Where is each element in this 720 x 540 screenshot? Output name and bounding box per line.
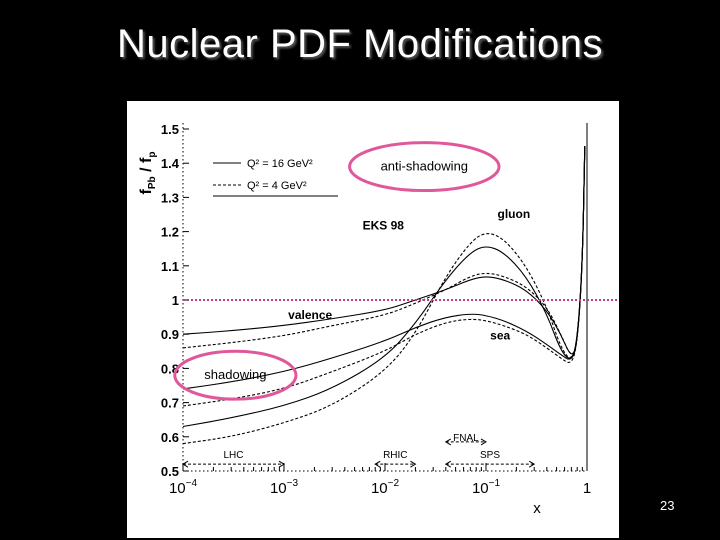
- curve-label-sea: sea: [490, 328, 510, 342]
- x-tick-base: 10: [169, 480, 186, 497]
- y-tick-label: 0.9: [161, 327, 179, 342]
- y-tick-label: 1.2: [161, 225, 179, 240]
- range-label: LHC: [223, 450, 243, 461]
- y-tick-label: 0.5: [161, 464, 179, 479]
- x-tick-exponent: −1: [489, 478, 501, 489]
- x-tick-base: 10: [270, 480, 287, 497]
- range-arrow-right: [480, 438, 487, 446]
- x-tick-exponent: −3: [287, 478, 299, 489]
- model-label: EKS 98: [363, 219, 405, 233]
- y-tick-label: 1.4: [161, 156, 180, 171]
- range-arrow-left: [374, 460, 381, 468]
- range-label: RHIC: [383, 450, 407, 461]
- x-tick-base: 10: [472, 480, 489, 497]
- series-valence-solid: [182, 146, 586, 355]
- axes: 0.50.60.70.80.911.11.21.31.41.510−4 10−3 1…: [161, 122, 591, 497]
- y-axis-label-divider: / f: [138, 157, 155, 176]
- annotation-label: anti-shadowing: [381, 159, 468, 174]
- x-tick-exponent: −4: [186, 478, 198, 489]
- range-arrow-right: [410, 460, 417, 468]
- x-tick-base: 1: [583, 480, 591, 497]
- y-tick-label: 0.7: [161, 396, 179, 411]
- series-sea-dashed: [182, 146, 586, 407]
- annotations: anti-shadowing shadowing: [173, 141, 501, 401]
- legend-label: Q² = 4 GeV²: [247, 180, 307, 192]
- y-axis-label-den-sub: p: [147, 152, 158, 158]
- x-tick-exponent: −2: [388, 478, 400, 489]
- range-arrow-right: [528, 460, 536, 468]
- x-tick-label: 1: [583, 480, 591, 497]
- series-valence-dashed: [182, 146, 586, 355]
- y-tick-label: 1.5: [161, 122, 179, 137]
- x-tick-base: 10: [371, 480, 388, 497]
- x-tick-label: 10−2: [371, 478, 400, 497]
- series-gluon-dashed: [182, 146, 586, 445]
- annotation-ellipse: [348, 141, 501, 193]
- curves: [182, 146, 586, 445]
- svg-text:fPb / fp: fPb / fp: [138, 152, 158, 195]
- curve-labels: gluon valence sea EKS 98: [288, 207, 530, 342]
- x-tick-label: 10−4: [169, 478, 198, 497]
- annotation-ellipse: [173, 349, 298, 401]
- y-tick-label: 1.3: [161, 190, 179, 205]
- range-arrow-left: [182, 460, 189, 468]
- y-axis-label: fPb / fp: [138, 152, 158, 195]
- slide-number: 23: [660, 498, 675, 513]
- x-tick-label: 10−3: [270, 478, 299, 497]
- y-tick-label: 1: [172, 293, 179, 308]
- series-sea-solid: [182, 146, 586, 390]
- y-axis-label-num-sub: Pb: [147, 176, 158, 189]
- y-tick-label: 1.1: [161, 259, 179, 274]
- slide-title: Nuclear PDF Modifications: [117, 22, 603, 66]
- curve-label-gluon: gluon: [498, 207, 531, 221]
- annotation-label: shadowing: [204, 367, 266, 382]
- x-axis-label: x: [533, 500, 541, 517]
- range-label: FNAL: [453, 433, 479, 444]
- x-tick-label: 10−1: [472, 478, 501, 497]
- curve-label-valence: valence: [288, 308, 332, 322]
- range-arrow-left: [444, 460, 452, 468]
- legend-label: Q² = 16 GeV²: [247, 158, 313, 170]
- chart-panel: fPb / fp x 0.5 0.6 0.7 0.8 0.9 1 1.1 1.2 1.3 1.4 1…: [127, 101, 619, 538]
- y-tick-label: 0.6: [161, 430, 179, 445]
- legend: Q² = 16 GeV² Q² = 4 GeV²: [213, 158, 338, 197]
- range-arrow-right: [278, 460, 285, 468]
- range-arrow-left: [444, 438, 452, 446]
- pdf-ratio-chart: fPb / fp x 0.50.60.70.80.911.11.21.31.41…: [138, 122, 617, 517]
- y-axis-label-main: f: [138, 188, 155, 194]
- range-label: SPS: [480, 450, 500, 461]
